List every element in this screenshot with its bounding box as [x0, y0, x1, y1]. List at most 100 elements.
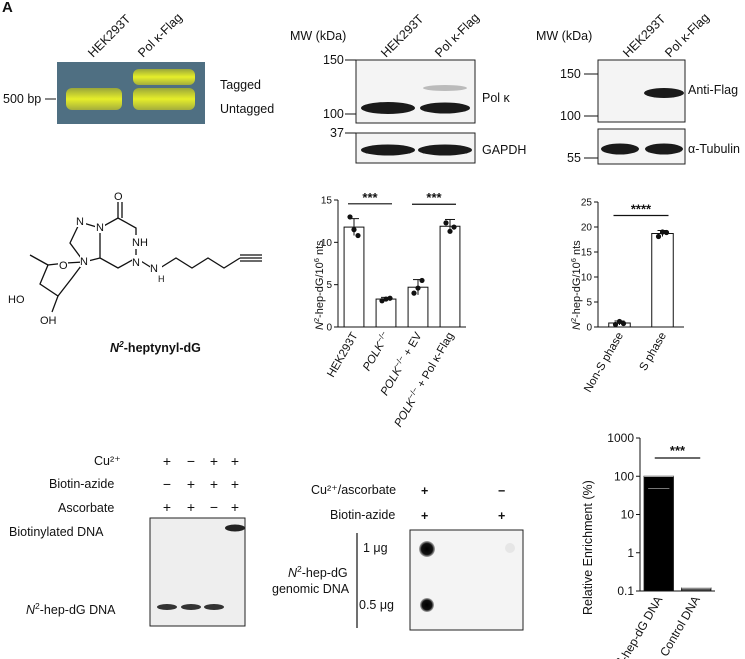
blot-b-mw-title: MW (kDa) [290, 29, 346, 43]
chart-f: N2-hep-dG/106 nts 0 5 10 15 20 25 Non-S phase S… [569, 198, 684, 395]
chart-i-ylabel: Relative Enrichment (%) [581, 480, 595, 615]
structure-oh-bond [51, 295, 59, 313]
chart-e-xlabel-3: POLK−/− + Pol κ-Flag [391, 330, 457, 430]
chart-f-point-0-0 [612, 321, 619, 328]
structure-atom-oh: OH [40, 315, 57, 327]
structure-panel-d [29, 198, 262, 313]
chart-e-ytick-label-0: 0 [326, 323, 332, 334]
dotblot-h-val-1-1: + [421, 484, 428, 498]
blot-b-polk-band-2 [420, 102, 470, 114]
dotblot-h-amount-1: 1 μg [363, 541, 388, 555]
chart-e-point-3-2 [451, 224, 457, 230]
gel-g-sign-1-1: + [187, 476, 195, 492]
dotblot-h-val-1-2: − [498, 484, 505, 498]
gel-g-sign-0-1: − [187, 453, 195, 469]
structure-atom-h: H [158, 274, 165, 284]
chart-e-ytick-label-2: 10 [321, 238, 333, 249]
blot-b-label-gapdh: GAPDH [482, 143, 526, 157]
chart-i-bar-0 [643, 475, 674, 592]
blot-c-tubulin-band-2 [645, 143, 683, 155]
blot-b-gapdh-band-1 [361, 144, 415, 156]
gel-g-sign-grid: + − + +− + + ++ + − + [163, 453, 239, 515]
gel-g-sign-1-3: + [231, 476, 239, 492]
chart-f-ylabel: N2-hep-dG/106 nts [569, 240, 583, 330]
gel-a-label-untagged: Untagged [220, 102, 274, 116]
gel-g-sign-0-0: + [163, 453, 171, 469]
chart-f-ylabel-mid: -hep-dG/10 [571, 262, 583, 318]
structure-atom-o: O [114, 191, 123, 203]
chart-e-point-2-0 [411, 290, 417, 296]
gel-a-size-marker: 500 bp [3, 92, 41, 106]
chart-i-ytick-label-1: 1 [627, 546, 634, 560]
chart-i-xlabel-0: N2-hep-dG DNA [609, 593, 665, 659]
chart-e-bar-3 [439, 225, 461, 328]
chart-f-point-0-2 [620, 320, 627, 327]
gel-a-lane-1: HEK293T [85, 12, 133, 60]
blot-c-mw-title: MW (kDa) [536, 29, 592, 43]
chart-i-ytick-label-0: 0.1 [617, 584, 634, 598]
chart-e-point-1-2 [387, 295, 393, 301]
chart-e-ylabel-prefix: N [314, 322, 326, 330]
gel-g-sign-1-2: + [210, 476, 218, 492]
dotblot-h-dot-control [505, 543, 515, 553]
blot-b-polk-band-3 [423, 85, 467, 91]
dotblot-h-sample-prefix: N [288, 566, 298, 580]
chart-i-ytick-label-4: 1000 [607, 431, 634, 445]
structure-atom-n4: N [132, 257, 140, 269]
gel-g-sign-2-0: + [163, 499, 171, 515]
structure-name-sup: 2 [118, 339, 124, 349]
blot-b-label-polk: Pol κ [482, 91, 511, 105]
chart-e-point-3-1 [447, 228, 453, 234]
chart-f-ylabel-sup2: 6 [569, 258, 578, 262]
blot-c-tubulin-band-1 [601, 143, 639, 155]
gel-g-band-4 [225, 524, 245, 532]
gel-g-sign-0-3: + [231, 453, 239, 469]
dotblot-h-val-2-2: + [498, 509, 505, 523]
chart-e-ylabel-sup2: 6 [312, 258, 321, 262]
gel-g-label-bottom-sup: 2 [35, 601, 40, 611]
chart-e-ylabel-sup: 2 [312, 318, 321, 322]
gel-g-sign-0-2: + [210, 453, 218, 469]
dotblot-h-row-label-2: Biotin-azide [330, 508, 395, 522]
blot-panel-c: MW (kDa) HEK293T Pol κ-Flag 150 100 55 A… [536, 10, 740, 165]
gel-g-label-bottom-prefix: N [26, 603, 36, 617]
chart-e-ylabel-suffix: nts [314, 240, 326, 258]
gel-g-row-label-1: Cu²⁺ [94, 454, 121, 468]
dotblot-h-sample-sup: 2 [297, 564, 302, 574]
chart-i-bar-1 [681, 587, 712, 592]
dotblot-h-row-label-1: Cu²⁺/ascorbate [311, 483, 396, 497]
dotblot-h-dot-05ug [420, 598, 434, 612]
chart-e-point-0-2 [355, 232, 361, 239]
blot-c-flag-band [644, 88, 684, 98]
chart-e-xlabel-gene-2: POLK [379, 364, 405, 398]
structure-atom-oring: O [59, 260, 68, 272]
chart-e-ylabel-mid: -hep-dG/10 [314, 262, 326, 318]
gel-g-label-bottom: N2-hep-dG DNA [26, 601, 116, 617]
chart-e-point-1-0 [379, 298, 385, 304]
blot-c-lane-2: Pol κ-Flag [662, 10, 712, 60]
structure-name-prefix: N [110, 341, 120, 355]
chart-f-ytick-label-0: 0 [586, 323, 592, 334]
chart-e-point-2-2 [419, 277, 425, 284]
gel-g-label-top: Biotinylated DNA [9, 525, 104, 539]
blot-c-label-flag: Anti-Flag [688, 83, 738, 97]
gel-g-band-3 [204, 604, 224, 610]
dotblot-h-val-2-1: + [421, 509, 428, 523]
chart-e-point-3-0 [443, 220, 449, 226]
structure-name: N2-heptynyl-dG [110, 339, 201, 355]
chart-f-point-1-1 [659, 229, 666, 235]
structure-atom-bg-n1 [95, 221, 105, 233]
structure-atom-nh1: NH [132, 237, 148, 249]
dotblot-h-amount-2: 0.5 μg [359, 598, 394, 612]
chart-e-sig-label-1: *** [426, 190, 442, 205]
structure-atom-n3: N [80, 256, 88, 268]
blot-panel-b: MW (kDa) HEK293T Pol κ-Flag 150 100 37 P… [290, 10, 526, 164]
chart-f-ytick-label-3: 15 [581, 248, 593, 259]
chart-f-ytick-label-2: 10 [581, 273, 593, 284]
blot-c-mw-150: 150 [560, 67, 581, 81]
structure-name-suffix: -heptynyl-dG [124, 341, 201, 355]
gel-g-sign-2-2: − [210, 499, 218, 515]
chart-f-xlabel-1: S phase [638, 331, 669, 374]
